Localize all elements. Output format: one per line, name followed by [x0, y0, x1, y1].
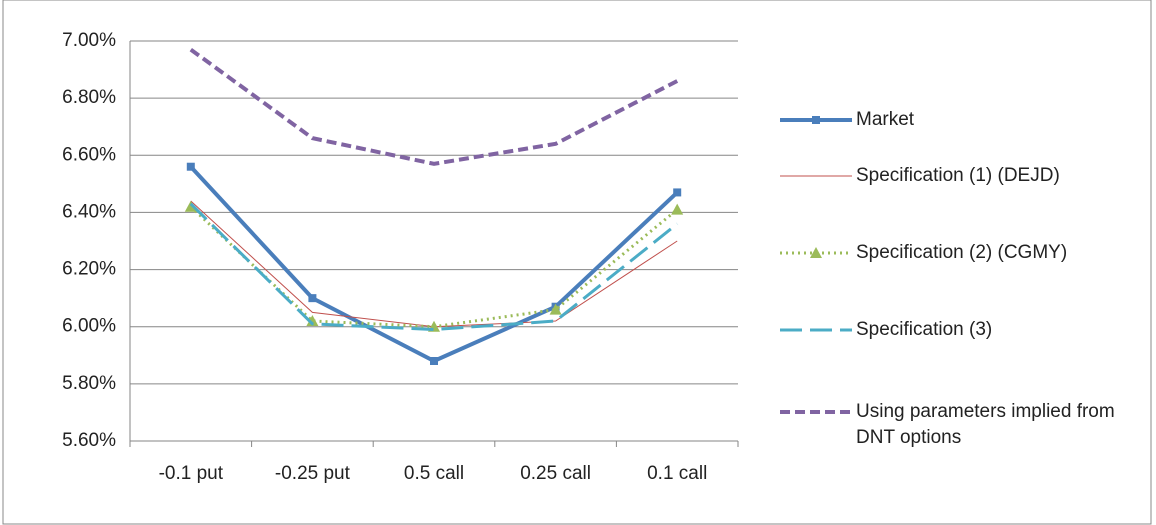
series-line — [189, 165, 679, 364]
legend-label: Using parameters implied from DNT option… — [856, 401, 1115, 448]
y-tick-label: 6.20% — [62, 259, 116, 280]
y-tick-label: 6.00% — [62, 316, 116, 337]
marker — [549, 303, 562, 315]
y-tick-label: 6.80% — [62, 87, 116, 108]
marker — [673, 188, 682, 197]
marker — [186, 162, 195, 171]
y-tick-label: 6.60% — [62, 144, 116, 165]
x-tick-label: 0.5 call — [404, 463, 464, 484]
marker — [184, 200, 197, 212]
series-line — [189, 202, 679, 332]
x-tick-label: 0.25 call — [520, 463, 591, 484]
y-tick-label: 7.00% — [62, 30, 116, 51]
y-tick-label: 6.40% — [62, 201, 116, 222]
series-line — [189, 205, 679, 329]
x-tick-label: 0.1 call — [647, 463, 707, 484]
marker — [671, 203, 684, 215]
legend-marker — [812, 116, 820, 124]
y-tick-label: 5.80% — [62, 373, 116, 394]
legend-label: Specification (1) (DEJD) — [856, 165, 1060, 186]
series-line — [189, 47, 679, 166]
legend-label: Specification (2) (CGMY) — [856, 242, 1068, 263]
marker — [306, 315, 319, 326]
x-tick-label: -0.1 put — [159, 463, 224, 484]
legend-marker — [810, 247, 822, 258]
series-line — [190, 200, 678, 328]
x-tick-label: -0.25 put — [275, 463, 351, 484]
y-tick-label: 5.60% — [62, 430, 116, 451]
marker — [430, 357, 438, 365]
legend-label: Specification (3) — [856, 319, 993, 340]
marker — [308, 294, 317, 303]
legend-label: Market — [856, 109, 915, 130]
